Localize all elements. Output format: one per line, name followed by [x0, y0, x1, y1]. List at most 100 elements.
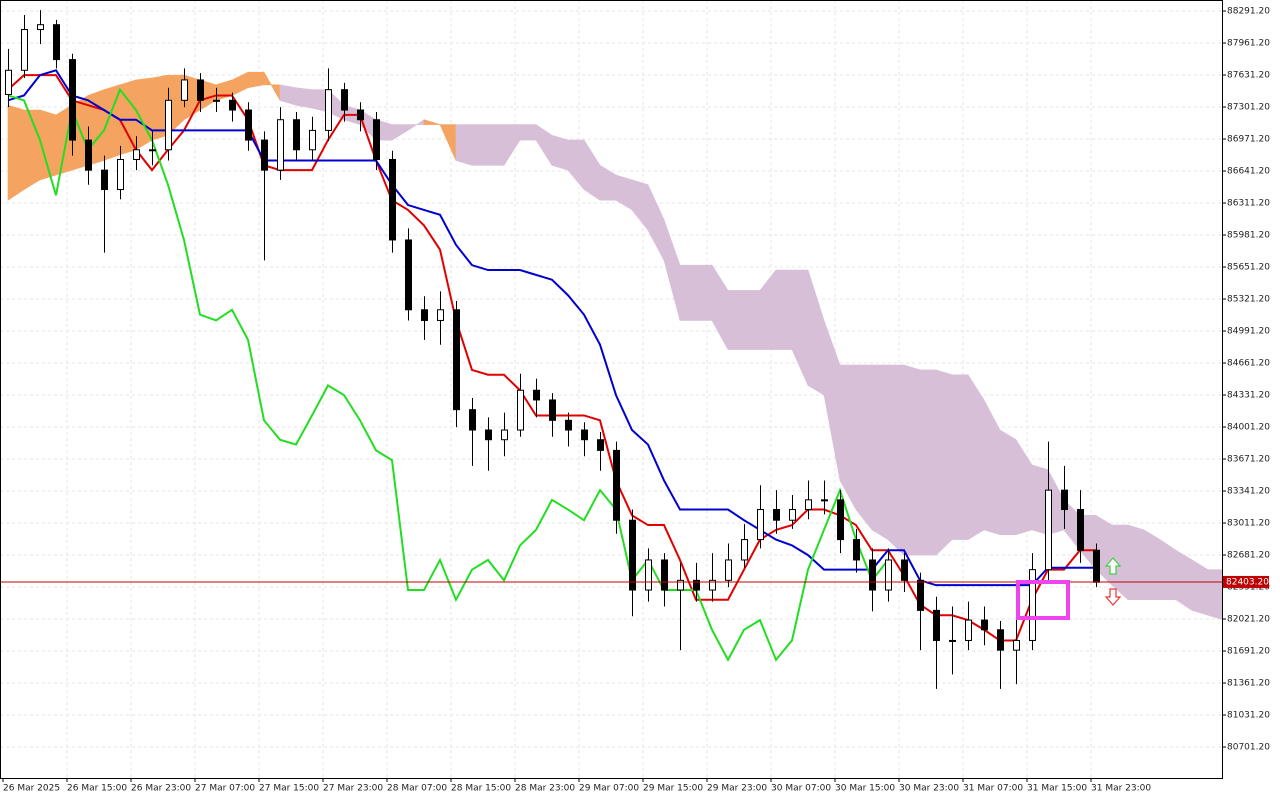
buy-arrow	[1104, 557, 1122, 575]
candle-body	[565, 419, 572, 431]
candle-body	[309, 129, 316, 151]
candle-body	[581, 429, 588, 441]
plot-border	[0, 0, 1223, 779]
cloud-segment	[871, 364, 889, 541]
candle-body	[661, 559, 668, 591]
y-tick-label: 86971.20	[1227, 134, 1270, 144]
y-tick-label: 81361.20	[1227, 678, 1270, 688]
candle-body	[645, 559, 652, 591]
cloud-segment	[743, 290, 761, 350]
y-tick-label: 83341.20	[1227, 486, 1270, 496]
candle-body	[341, 89, 348, 111]
candle-body	[709, 579, 716, 591]
highlight-box	[1016, 580, 1070, 620]
indicator-line	[7, 69, 1096, 587]
last-price-box	[1223, 575, 1269, 588]
candle-body	[533, 389, 540, 401]
candle-body	[53, 24, 60, 61]
candle-body	[453, 309, 460, 411]
cloud-segment	[775, 269, 793, 350]
grid	[0, 0, 1222, 778]
candle-body	[629, 519, 636, 591]
cloud-segment	[1143, 529, 1161, 601]
cloud-segment	[695, 264, 713, 321]
x-tick-label: 27 Mar 23:00	[323, 784, 383, 794]
cloud-segment	[7, 104, 25, 201]
cloud-segment	[551, 134, 569, 171]
candle-body	[997, 629, 1004, 651]
candle-body	[981, 619, 988, 631]
x-tick-label: 30 Mar 23:00	[899, 784, 959, 794]
candle-body	[101, 169, 108, 191]
candle-body	[501, 429, 508, 441]
y-tick-label: 84001.20	[1227, 422, 1270, 432]
y-tick-label: 84331.20	[1227, 390, 1270, 400]
cloud-segment	[519, 124, 537, 141]
y-tick-label: 84661.20	[1227, 358, 1270, 368]
x-tick-label: 26 Mar 15:00	[67, 784, 127, 794]
candle-body	[149, 149, 156, 152]
candle-body	[1093, 549, 1100, 583]
x-tick-label: 29 Mar 23:00	[707, 784, 767, 794]
x-tick-label: 31 Mar 15:00	[1027, 784, 1087, 794]
y-tick-label: 86311.20	[1227, 198, 1270, 208]
candle-body	[405, 239, 412, 311]
y-tick-label: 87961.20	[1227, 38, 1270, 48]
candle-body	[85, 139, 92, 171]
candle-body	[117, 158, 124, 191]
x-tick-label: 30 Mar 15:00	[835, 784, 895, 794]
candle-body	[69, 59, 76, 141]
sell-arrow	[1104, 588, 1122, 606]
candle-body	[165, 99, 172, 151]
candle-body	[917, 579, 924, 611]
y-tick-label: 81691.20	[1227, 646, 1270, 656]
candle-body	[293, 119, 300, 151]
plot-area	[0, 10, 1222, 689]
cloud-segment	[1175, 549, 1193, 611]
candle-body	[741, 539, 748, 561]
x-tick-label: 26 Mar 23:00	[131, 784, 191, 794]
y-tick-label: 84991.20	[1227, 326, 1270, 336]
candle-body	[21, 29, 28, 71]
candle-body	[821, 499, 828, 502]
candle-body	[1029, 569, 1036, 641]
candle-body	[213, 99, 220, 102]
cloud-segment	[887, 364, 905, 556]
cloud-segment	[247, 71, 265, 89]
candle-body	[1061, 489, 1068, 511]
candle-body	[133, 149, 140, 160]
candle-body	[901, 559, 908, 581]
candle-body	[469, 409, 476, 431]
cloud-segment	[903, 364, 921, 556]
candle-body	[725, 559, 732, 581]
candle-body	[229, 99, 236, 111]
y-tick-label: 85651.20	[1227, 262, 1270, 272]
candle-body	[965, 619, 972, 641]
x-tick-label: 28 Mar 15:00	[451, 784, 511, 794]
cloud-segment	[1191, 559, 1209, 616]
y-tick-label: 83011.20	[1227, 518, 1270, 528]
candle-body	[245, 109, 252, 141]
x-tick-label: 28 Mar 07:00	[387, 784, 447, 794]
y-tick-label: 83671.20	[1227, 454, 1270, 464]
candle-body	[197, 79, 204, 101]
cloud-segment	[679, 264, 697, 321]
x-tick-label: 27 Mar 15:00	[259, 784, 319, 794]
candle-body	[517, 389, 524, 431]
cloud-segment	[727, 290, 745, 350]
cloud-segment	[1207, 569, 1222, 620]
candle-body	[805, 499, 812, 511]
cloud-segment	[487, 124, 505, 166]
y-tick-label: 80701.20	[1227, 742, 1270, 752]
cloud-segment	[471, 124, 489, 166]
cloud-segment	[935, 369, 953, 556]
candle-body	[37, 24, 44, 31]
candle-body	[549, 399, 556, 421]
cloud-segment	[1127, 524, 1145, 601]
y-tick-label: 85981.20	[1227, 230, 1270, 240]
y-tick-label: 87631.20	[1227, 70, 1270, 80]
y-tick-label: 81031.20	[1227, 710, 1270, 720]
